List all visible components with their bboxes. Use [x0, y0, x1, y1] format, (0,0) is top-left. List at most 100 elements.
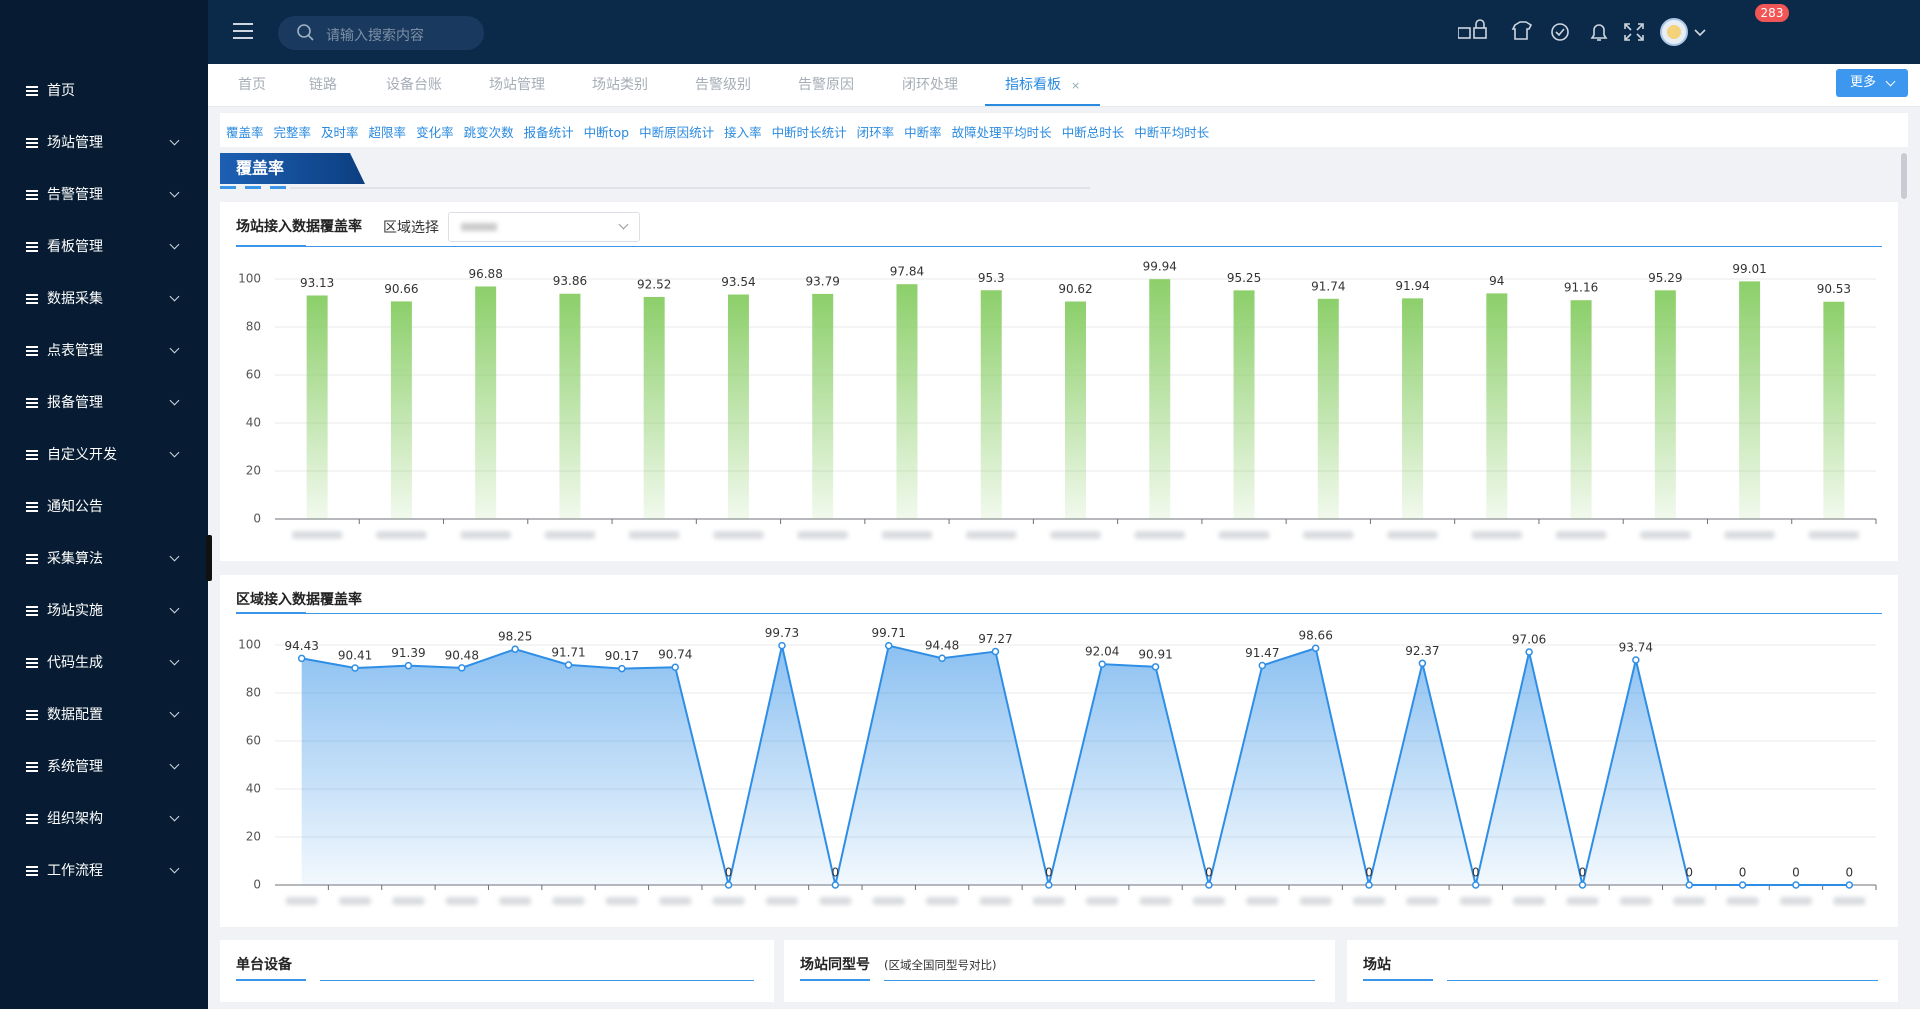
menu-item[interactable]: 自定义开发	[0, 435, 208, 475]
more-button[interactable]: 更多	[1836, 69, 1908, 97]
menu-item[interactable]: 看板管理	[0, 227, 208, 267]
point	[1311, 644, 1320, 652]
data-label: 91.16	[1564, 281, 1598, 295]
data-label: 95.25	[1227, 271, 1261, 285]
sub-tab[interactable]: 及时率	[321, 125, 359, 140]
y-tick-label: 100	[238, 272, 261, 286]
menu-item[interactable]: 数据配置	[0, 695, 208, 735]
menu-item[interactable]: 报备管理	[0, 383, 208, 423]
data-label: 95.29	[1648, 271, 1682, 285]
tab[interactable]: 告警原因	[798, 64, 854, 106]
x-label-blurred	[659, 897, 692, 905]
data-label: 0	[1739, 866, 1747, 880]
point	[1472, 881, 1480, 889]
data-label: 90.53	[1817, 282, 1851, 296]
data-label: 91.47	[1245, 646, 1279, 660]
line	[301, 644, 1850, 886]
tab[interactable]: 场站类别	[592, 64, 648, 106]
tab[interactable]: 指标看板 ×	[985, 64, 1101, 106]
sub-tab[interactable]: 覆盖率	[226, 125, 264, 140]
menu-item[interactable]: 场站管理	[0, 123, 208, 163]
x-label-blurred	[1673, 897, 1706, 905]
sub-tab[interactable]: 中断时长统计	[771, 125, 847, 140]
menu-icon	[26, 242, 38, 252]
point	[404, 661, 413, 670]
tab[interactable]: 闭环处理	[902, 64, 958, 106]
bar	[559, 293, 581, 519]
x-label-blurred	[445, 897, 478, 905]
sub-tab[interactable]: 跳变次数	[463, 125, 514, 140]
x-label-blurred	[1086, 897, 1119, 905]
search-box[interactable]: 请输入搜索内容	[278, 16, 484, 50]
sub-tab[interactable]: 中断平均时长	[1134, 125, 1210, 140]
region-select[interactable]	[448, 212, 640, 242]
x-label-blurred	[628, 531, 680, 539]
sub-tab[interactable]: 中断总时长	[1061, 125, 1125, 140]
more-label: 更多	[1850, 75, 1877, 90]
menu-label: 场站管理	[47, 135, 103, 151]
sub-tab[interactable]: 中断top	[583, 125, 630, 140]
menu-label: 点表管理	[47, 343, 103, 359]
x-label-blurred	[1808, 531, 1860, 539]
data-label: 99.71	[872, 626, 906, 640]
menu-item[interactable]: 告警管理	[0, 175, 208, 215]
point	[458, 664, 466, 672]
chart-panel: 场站接入数据覆盖率 区域选择 0 20 40 60 80 100 93.13 90.66 96.…	[220, 202, 1898, 561]
y-tick-label: 80	[246, 686, 261, 700]
menu-item[interactable]: 点表管理	[0, 331, 208, 371]
sub-tab[interactable]: 故障处理平均时长	[951, 125, 1052, 140]
menu-chevron	[169, 447, 180, 458]
menu-item[interactable]: 代码生成	[0, 643, 208, 683]
title-underline	[884, 980, 1315, 981]
chart: 0 20 40 60 80 100 94.43 90.41 91.39 90.48 98.25 91.…	[238, 626, 1877, 905]
data-label: 92.04	[1085, 645, 1119, 659]
bar	[1065, 301, 1086, 519]
x-label-blurred	[1050, 531, 1101, 539]
tab[interactable]: 设备台账	[386, 64, 442, 106]
section-header: 覆盖率	[220, 153, 1890, 193]
point	[618, 664, 626, 673]
data-label: 97.27	[978, 632, 1012, 646]
bar	[1402, 298, 1424, 519]
menu-item[interactable]: 组织架构	[0, 799, 208, 839]
data-label: 90.17	[605, 649, 639, 663]
point	[938, 654, 946, 662]
tab[interactable]: 首页	[238, 64, 266, 106]
tab[interactable]: 链路	[309, 64, 337, 106]
data-label: 91.94	[1395, 279, 1429, 293]
sub-tab[interactable]: 闭环率	[856, 125, 895, 140]
menu-item[interactable]: 系统管理	[0, 747, 208, 787]
tab-label: 闭环处理	[902, 77, 958, 93]
menu-item[interactable]: 数据采集	[0, 279, 208, 319]
menu-item[interactable]: 通知公告	[0, 487, 208, 527]
data-label: 95.3	[978, 271, 1005, 285]
x-label-blurred	[605, 897, 638, 905]
menu-item[interactable]: 场站实施	[0, 591, 208, 631]
sub-tab[interactable]: 中断原因统计	[639, 125, 715, 140]
menu-chevron	[169, 863, 180, 874]
menu-toggle[interactable]	[233, 22, 257, 42]
x-label-blurred	[1779, 897, 1812, 905]
tab[interactable]: 场站管理	[489, 64, 545, 106]
title-underline-accent	[236, 245, 306, 247]
scrollbar[interactable]	[1901, 153, 1907, 199]
sub-tab[interactable]: 完整率	[273, 125, 312, 140]
menu-item[interactable]: 工作流程	[0, 851, 208, 891]
menu-item[interactable]: 采集算法	[0, 539, 208, 579]
sub-tab[interactable]: 变化率	[416, 125, 454, 140]
tab-bar: 更多 首页 链路 设备台账 场站管理 场站类别 告警级别 告警原因 闭环处理 指标看板 ×	[208, 64, 1920, 107]
sub-tab[interactable]: 超限率	[368, 125, 407, 140]
data-label: 93.54	[721, 275, 755, 289]
point	[1205, 881, 1213, 889]
tab[interactable]: 告警级别	[695, 64, 751, 106]
sidebar-handle[interactable]	[206, 535, 212, 581]
menu-item[interactable]: 首页	[0, 71, 208, 111]
chart-title: 区域接入数据覆盖率	[236, 592, 362, 608]
bar	[1823, 301, 1845, 519]
sub-tab[interactable]: 中断率	[904, 125, 942, 140]
sub-tab[interactable]: 接入率	[724, 125, 762, 140]
y-tick-label: 60	[246, 734, 261, 748]
menu-label: 自定义开发	[47, 447, 117, 463]
sub-tab[interactable]: 报备统计	[523, 125, 574, 140]
data-label: 99.73	[765, 626, 799, 640]
